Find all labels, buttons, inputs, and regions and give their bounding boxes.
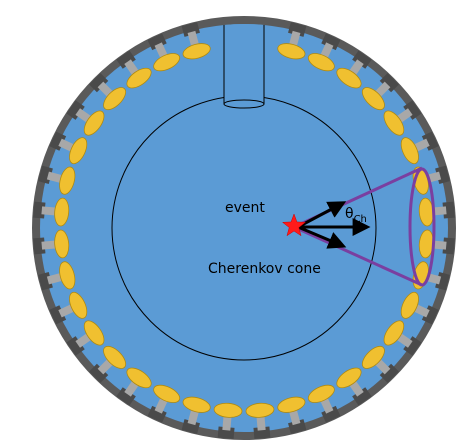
pmt-icon [245,402,275,418]
pmt-icon [103,345,127,369]
pmt-unit [307,384,341,423]
pmt-unit [336,367,372,406]
pmt-bracket [321,33,341,51]
pmt-icon [361,87,385,111]
pmt-bracket [321,405,341,423]
pmt-icon [59,166,76,195]
pmt-unit [400,291,439,325]
pmt-mount [41,206,59,216]
arrow-lower [297,225,347,249]
pmt-icon [182,43,211,60]
pmt-bracket [352,50,372,69]
pmt-icon [153,53,181,72]
pmt-unit [307,33,341,72]
pmt-icon [83,110,105,136]
pmt-unit [147,33,181,72]
pmt-icon [307,384,335,403]
pmt-icon [213,402,243,418]
pmt-bracket [403,336,422,356]
pmt-icon [103,87,127,111]
pmt-unit [336,50,372,89]
pmt-icon [336,367,362,389]
pmt-bracket [421,131,439,151]
pmt-unit [116,50,152,89]
pmt-unit [418,229,455,259]
pmt-bracket [379,363,399,383]
cherenkov-arrows [297,201,371,249]
pmt-icon [54,197,70,227]
theta-label: θCh [345,206,367,225]
pmt-unit [116,367,152,406]
water-volume [40,24,448,432]
pmt-icon [83,320,105,346]
pmt-mount [222,413,232,431]
pmt-unit [361,345,399,383]
pmt-icon [126,367,152,389]
pmt-unit [33,197,70,227]
pmt-unit [33,229,70,259]
pmt-icon [126,67,152,89]
pmt-mount [41,240,59,250]
pmt-unit [38,261,76,291]
pmt-unit [66,320,105,356]
pmt-unit [245,402,275,439]
pmt-bracket [66,100,85,120]
pmt-bracket [352,387,372,406]
pmt-icon [69,291,88,319]
pmt-icon [400,137,419,165]
pmt-icon [383,110,405,136]
pmt-icon [383,320,405,346]
pmt-bracket [421,305,439,325]
pmt-icon [153,384,181,403]
pmt-icon [361,345,385,369]
pmt-icon [54,229,70,259]
theta-symbol: θ [345,206,354,222]
pmt-ring [33,22,455,439]
arrow-upper [297,201,347,229]
pmt-icon [182,396,211,413]
pmt-bracket [147,405,167,423]
pmt-unit [361,73,399,111]
pmt-unit [66,100,105,136]
pmt-bracket [89,73,109,93]
pmt-icon [277,396,306,413]
theta-subscript: Ch [354,214,367,225]
pmt-unit [412,165,450,195]
pmt-unit [383,320,422,356]
pmt-icon [400,291,419,319]
pmt-unit [383,100,422,136]
pmt-bracket [403,100,422,120]
pmt-bracket [66,336,85,356]
pmt-bracket [89,363,109,383]
pmt-bracket [116,50,136,69]
pmt-icon [307,53,335,72]
pmt-icon [69,137,88,165]
pmt-mount [256,413,266,431]
event-label: event [225,200,265,216]
pmt-unit [49,131,88,165]
pmt-bracket [116,387,136,406]
pmt-bracket [49,305,67,325]
pmt-unit [147,384,181,423]
cherenkov-cone-label: Cherenkov cone [208,261,321,277]
chimney-cylinder-icon [223,24,265,109]
event-star-icon [281,213,307,237]
pmt-bracket [379,73,399,93]
pmt-icon [336,67,362,89]
pmt-bracket [49,131,67,151]
pmt-unit [49,291,88,325]
pmt-unit [213,402,243,439]
cherenkov-ring [408,167,436,287]
pmt-unit [89,73,127,111]
pmt-unit [89,345,127,383]
pmt-unit [400,131,439,165]
pmt-icon [277,43,306,60]
pmt-icon [59,261,76,290]
pmt-bracket [147,33,167,51]
